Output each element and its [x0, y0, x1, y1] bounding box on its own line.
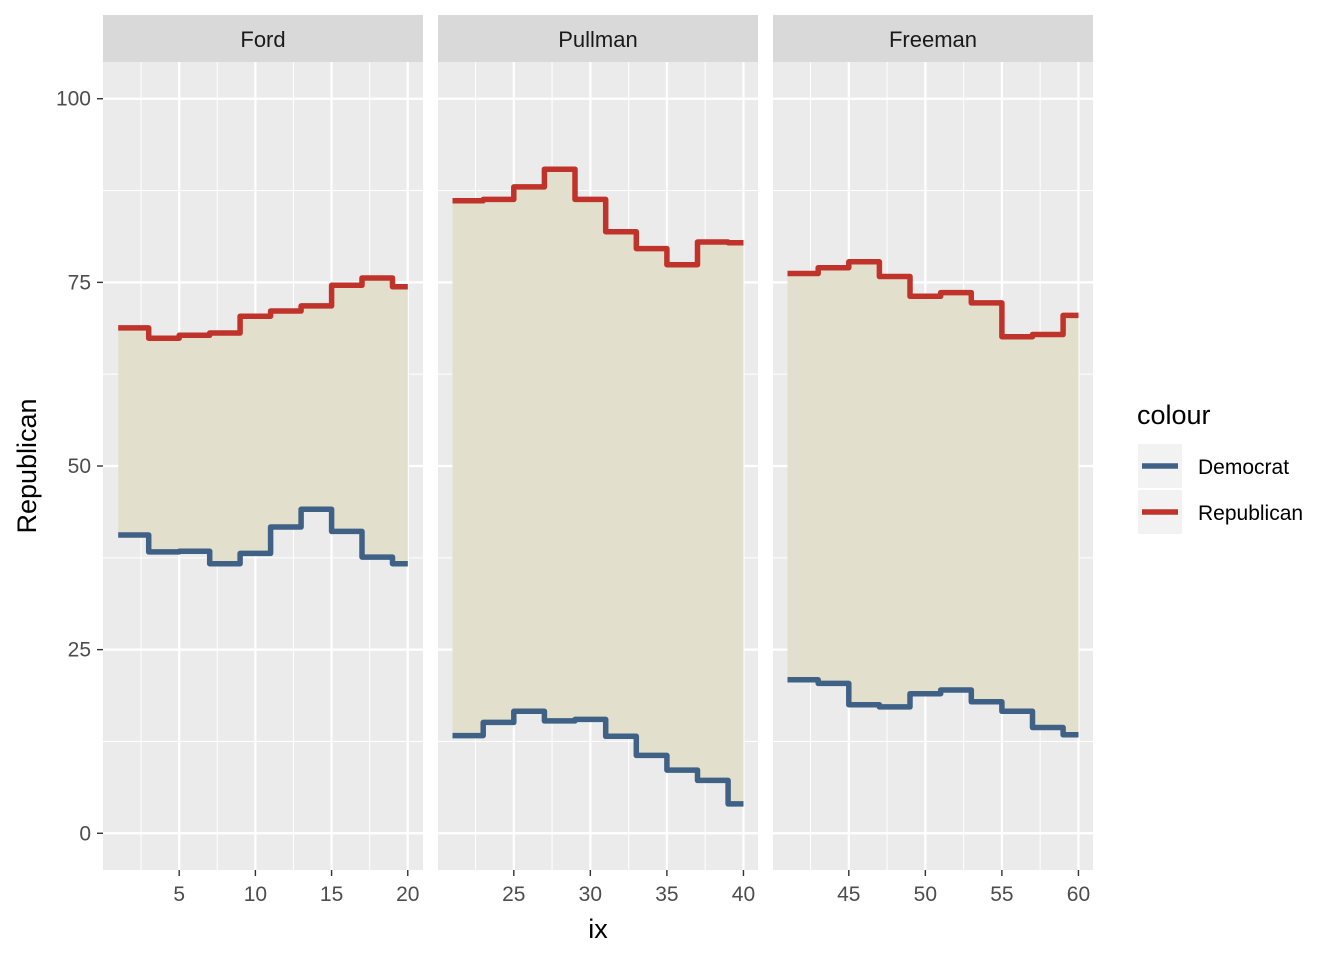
- y-tick-label: 25: [68, 639, 91, 662]
- x-tick-label: 55: [990, 883, 1013, 906]
- x-axis-title: ix: [588, 914, 608, 944]
- y-tick-label: 100: [56, 88, 91, 111]
- series-line-republican: [118, 275, 408, 341]
- y-axis: 0 25 50 75 100: [56, 88, 103, 845]
- series-line-republican: [787, 259, 1079, 340]
- x-tick-label: 25: [502, 883, 525, 906]
- facet-strip: [773, 15, 1093, 62]
- x-tick-label: 45: [837, 883, 860, 906]
- facet-strip-label: Freeman: [889, 27, 977, 52]
- x-tick-label: 60: [1067, 883, 1090, 906]
- legend: colour Democrat Republican: [1137, 400, 1303, 534]
- series-line-democrat: [118, 506, 408, 567]
- x-tick-label: 10: [244, 883, 267, 906]
- series-line-democrat: [787, 677, 1079, 738]
- legend-title: colour: [1137, 400, 1211, 430]
- y-tick-label: 0: [79, 822, 91, 845]
- facet-strip: [438, 15, 758, 62]
- y-tick-label: 50: [68, 455, 91, 478]
- facet-strip-label: Ford: [240, 27, 285, 52]
- ribbon-area: [118, 278, 408, 564]
- facet-panel-ford: Ford 5 10 15 20: [103, 15, 423, 906]
- facet-panels: Ford 5 10 15 20 Pullman 25 30 35 40 Freeman 45 50 55 6…: [103, 15, 1093, 906]
- x-tick-label: 50: [914, 883, 937, 906]
- x-tick-label: 20: [396, 883, 419, 906]
- facet-panel-pullman: Pullman 25 30 35 40: [438, 15, 758, 906]
- series-line-republican: [452, 166, 744, 268]
- ribbon-area: [452, 169, 744, 804]
- ribbon-area: [787, 261, 1079, 735]
- x-tick-label: 15: [320, 883, 343, 906]
- series-line-democrat: [452, 708, 744, 807]
- x-tick-label: 40: [732, 883, 755, 906]
- facet-strip: [103, 15, 423, 62]
- x-tick-label: 5: [173, 883, 185, 906]
- legend-label: Republican: [1198, 502, 1303, 525]
- x-tick-label: 30: [579, 883, 602, 906]
- y-tick-label: 75: [68, 271, 91, 294]
- x-tick-label: 35: [655, 883, 678, 906]
- facet-strip-label: Pullman: [558, 27, 637, 52]
- facet-panel-freeman: Freeman 45 50 55 60: [773, 15, 1093, 906]
- legend-label: Democrat: [1198, 456, 1289, 479]
- y-axis-title: Republican: [12, 398, 42, 533]
